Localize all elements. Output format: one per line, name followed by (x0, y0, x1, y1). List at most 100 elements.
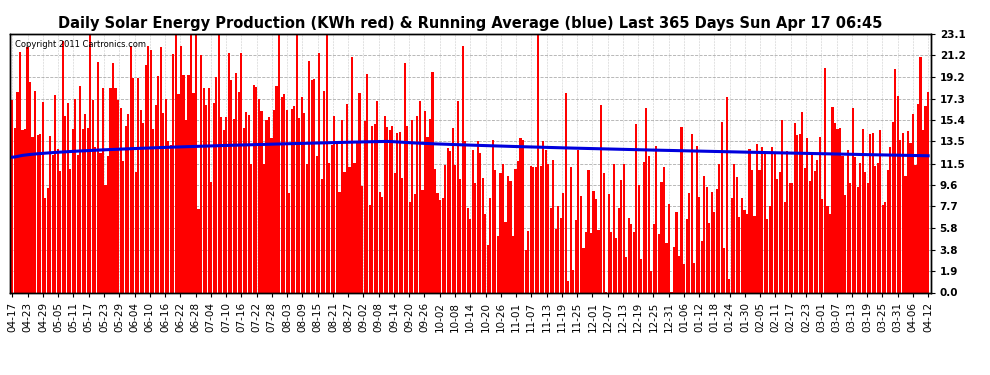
Bar (778, 172, 781, 292)
Bar (708, 223, 710, 292)
Bar (442, 198, 444, 292)
Bar (711, 192, 713, 292)
Bar (220, 117, 223, 292)
Bar (819, 137, 821, 292)
Bar (22, 129, 24, 292)
Bar (482, 178, 484, 292)
Bar (205, 105, 207, 292)
Bar (884, 202, 886, 292)
Bar (748, 148, 750, 292)
Bar (366, 74, 368, 292)
Bar (329, 164, 331, 292)
Bar (907, 131, 909, 292)
Bar (652, 224, 655, 292)
Bar (283, 94, 285, 292)
Bar (631, 224, 633, 292)
Bar (401, 178, 403, 292)
Bar (77, 154, 79, 292)
Bar (152, 129, 154, 292)
Bar (902, 133, 904, 292)
Bar (525, 250, 527, 292)
Bar (608, 194, 610, 292)
Bar (912, 114, 914, 292)
Bar (233, 119, 235, 292)
Bar (154, 105, 156, 292)
Bar (701, 241, 703, 292)
Bar (363, 121, 365, 292)
Bar (771, 147, 773, 292)
Bar (273, 110, 275, 292)
Bar (763, 154, 765, 292)
Bar (559, 217, 562, 292)
Bar (724, 248, 726, 292)
Bar (837, 129, 839, 292)
Bar (376, 101, 378, 292)
Bar (396, 134, 398, 292)
Bar (44, 198, 47, 292)
Bar (339, 192, 341, 292)
Bar (170, 144, 172, 292)
Bar (250, 164, 252, 292)
Bar (145, 64, 147, 292)
Bar (19, 52, 21, 292)
Bar (243, 128, 245, 292)
Bar (696, 146, 698, 292)
Bar (794, 123, 796, 292)
Bar (69, 169, 71, 292)
Bar (391, 126, 393, 292)
Bar (439, 200, 442, 292)
Bar (814, 171, 816, 292)
Bar (675, 212, 677, 292)
Bar (851, 108, 853, 292)
Bar (107, 156, 109, 292)
Bar (389, 130, 391, 292)
Bar (856, 186, 858, 292)
Bar (582, 248, 584, 292)
Bar (641, 260, 643, 292)
Bar (572, 270, 574, 292)
Bar (552, 160, 554, 292)
Bar (185, 120, 187, 292)
Bar (844, 195, 846, 292)
Bar (451, 128, 453, 292)
Bar (356, 143, 358, 292)
Bar (293, 105, 295, 292)
Bar (557, 206, 559, 292)
Bar (683, 264, 685, 292)
Bar (437, 193, 439, 292)
Bar (218, 35, 220, 292)
Bar (384, 116, 386, 292)
Bar (51, 155, 53, 292)
Bar (122, 161, 124, 292)
Bar (47, 188, 49, 292)
Bar (200, 55, 202, 292)
Bar (925, 106, 927, 292)
Bar (811, 152, 814, 292)
Bar (515, 169, 517, 292)
Bar (673, 247, 675, 292)
Bar (27, 46, 29, 292)
Bar (429, 119, 431, 292)
Bar (246, 112, 248, 292)
Bar (471, 150, 474, 292)
Bar (14, 128, 16, 292)
Bar (125, 126, 127, 292)
Bar (647, 156, 649, 292)
Bar (311, 80, 313, 292)
Bar (538, 35, 540, 292)
Bar (854, 157, 856, 292)
Bar (834, 123, 837, 292)
Bar (796, 135, 798, 292)
Bar (334, 116, 336, 292)
Bar (520, 138, 522, 292)
Bar (64, 116, 66, 292)
Bar (54, 95, 56, 292)
Bar (502, 164, 504, 292)
Bar (298, 118, 300, 292)
Bar (127, 114, 130, 292)
Bar (685, 219, 688, 292)
Bar (94, 147, 96, 292)
Bar (849, 183, 851, 292)
Bar (301, 97, 303, 292)
Bar (530, 166, 532, 292)
